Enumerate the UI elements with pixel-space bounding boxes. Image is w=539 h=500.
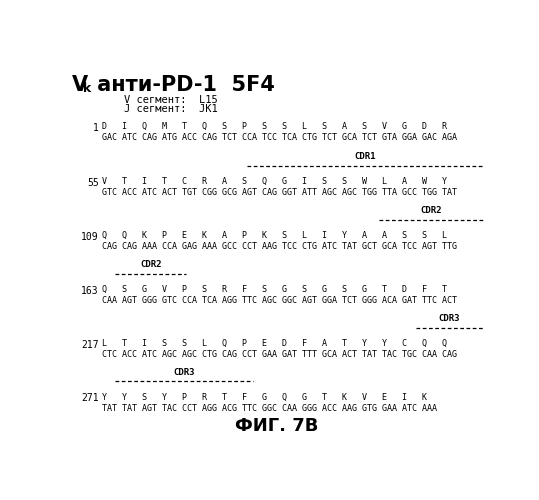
Text: Q   Q   K   P   E   K   A   P   K   S   L   I   Y   A   A   S   S   L: Q Q K P E K A P K S L I Y A A S S L (102, 232, 447, 240)
Text: D   I   Q   M   T   Q   S   P   S   S   L   S   A   S   V   G   D   R: D I Q M T Q S P S S L S A S V G D R (102, 122, 447, 132)
Text: L   T   I   S   S   L   Q   P   E   D   F   A   T   Y   Y   C   Q   Q: L T I S S L Q P E D F A T Y Y C Q Q (102, 339, 447, 348)
Text: CDR3: CDR3 (439, 314, 460, 323)
Text: k: k (83, 82, 92, 94)
Text: анти-PD-1  5F4: анти-PD-1 5F4 (91, 74, 275, 94)
Text: J сегмент:  JK1: J сегмент: JK1 (124, 104, 218, 114)
Text: V   T   I   T   C   R   A   S   Q   G   I   S   S   W   L   A   W   Y: V T I T C R A S Q G I S S W L A W Y (102, 178, 447, 186)
Text: Y   Y   S   Y   P   R   T   F   G   Q   G   T   K   V   E   I   K: Y Y S Y P R T F G Q G T K V E I K (102, 393, 427, 402)
Text: 217: 217 (81, 340, 99, 349)
Text: CDR3: CDR3 (174, 368, 195, 377)
Text: 109: 109 (81, 232, 99, 241)
Text: V: V (72, 74, 88, 94)
Text: 271: 271 (81, 394, 99, 404)
Text: Q   S   G   V   P   S   R   F   S   G   S   G   S   G   T   D   F   T: Q S G V P S R F S G S G S G T D F T (102, 285, 447, 294)
Text: CDR1: CDR1 (354, 152, 376, 162)
Text: GAC ATC CAG ATG ACC CAG TCT CCA TCC TCA CTG TCT GCA TCT GTA GGA GAC AGA: GAC ATC CAG ATG ACC CAG TCT CCA TCC TCA … (102, 133, 457, 142)
Text: 1: 1 (93, 123, 99, 133)
Text: 163: 163 (81, 286, 99, 296)
Text: CDR2: CDR2 (420, 206, 441, 215)
Text: CTC ACC ATC AGC AGC CTG CAG CCT GAA GAT TTT GCA ACT TAT TAC TGC CAA CAG: CTC ACC ATC AGC AGC CTG CAG CCT GAA GAT … (102, 350, 457, 359)
Text: 55: 55 (87, 178, 99, 188)
Text: GTC ACC ATC ACT TGT CGG GCG AGT CAG GGT ATT AGC AGC TGG TTA GCC TGG TAT: GTC ACC ATC ACT TGT CGG GCG AGT CAG GGT … (102, 188, 457, 197)
Text: V сегмент:  L15: V сегмент: L15 (124, 94, 218, 104)
Text: CDR2: CDR2 (140, 260, 162, 269)
Text: CAA AGT GGG GTC CCA TCA AGG TTC AGC GGC AGT GGA TCT GGG ACA GAT TTC ACT: CAA AGT GGG GTC CCA TCA AGG TTC AGC GGC … (102, 296, 457, 305)
Text: ФИГ. 7В: ФИГ. 7В (234, 418, 318, 436)
Text: TAT TAT AGT TAC CCT AGG ACG TTC GGC CAA GGG ACC AAG GTG GAA ATC AAA: TAT TAT AGT TAC CCT AGG ACG TTC GGC CAA … (102, 404, 437, 413)
Text: CAG CAG AAA CCA GAG AAA GCC CCT AAG TCC CTG ATC TAT GCT GCA TCC AGT TTG: CAG CAG AAA CCA GAG AAA GCC CCT AAG TCC … (102, 242, 457, 251)
